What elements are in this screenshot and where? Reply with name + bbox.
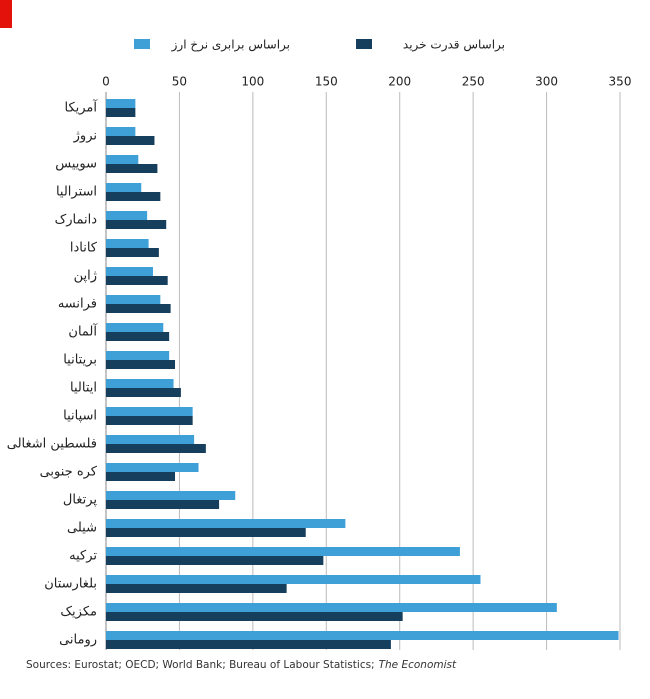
x-tick-label: 200 — [388, 75, 411, 89]
bar — [106, 99, 136, 108]
y-tick-label: فلسطین اشغالی — [7, 437, 97, 452]
y-tick-label: ترکیه — [69, 549, 97, 564]
bar — [106, 192, 161, 201]
bar — [106, 295, 161, 304]
bar — [106, 360, 176, 369]
x-tick-label: 0 — [102, 75, 110, 89]
bar — [106, 528, 306, 537]
y-tick-label: فرانسه — [58, 297, 97, 312]
bar — [106, 164, 158, 173]
legend-label: براساس قدرت خرید — [403, 38, 505, 53]
bar — [106, 407, 193, 416]
bar — [106, 416, 193, 425]
bar — [106, 491, 236, 500]
y-tick-label: رومانی — [59, 633, 97, 648]
bar — [106, 323, 164, 332]
bar — [106, 631, 619, 640]
y-tick-label: ایتالیا — [70, 381, 97, 396]
y-tick-label: مکزیک — [60, 605, 97, 620]
bar — [106, 463, 199, 472]
bar — [106, 248, 159, 257]
bar — [106, 108, 136, 117]
source-text: Sources: Eurostat; OECD; World Bank; Bur… — [26, 659, 375, 671]
bar — [106, 183, 142, 192]
bar — [106, 575, 481, 584]
y-tick-label: سوییس — [55, 157, 97, 172]
bar — [106, 500, 220, 509]
y-tick-label: نروژ — [73, 129, 97, 144]
bar — [106, 612, 403, 621]
bar — [106, 640, 391, 649]
legend-swatch — [356, 39, 372, 49]
bar — [106, 155, 139, 164]
bar — [106, 304, 171, 313]
x-tick-label: 150 — [315, 75, 338, 89]
bar — [106, 547, 460, 556]
bar — [106, 603, 557, 612]
y-tick-label: استرالیا — [56, 185, 97, 200]
y-tick-label: اسپانیا — [63, 409, 97, 424]
bar — [106, 444, 206, 453]
bar — [106, 472, 176, 481]
bar — [106, 239, 149, 248]
bar — [106, 276, 168, 285]
legend-label: براساس برابری نرخ ارز — [171, 38, 290, 53]
bar — [106, 220, 167, 229]
bar — [106, 379, 174, 388]
bar — [106, 136, 155, 145]
y-tick-label: ژاپن — [74, 269, 97, 284]
x-tick-label: 300 — [535, 75, 558, 89]
source: Sources: Eurostat; OECD; World Bank; Bur… — [26, 659, 457, 671]
y-tick-label: آمریکا — [64, 99, 98, 116]
source-italic: The Economist — [379, 659, 457, 671]
bar — [106, 519, 346, 528]
x-tick-label: 250 — [462, 75, 485, 89]
brand-mark — [0, 0, 12, 28]
y-tick-label: آلمان — [68, 323, 98, 340]
y-tick-label: کره جنوبی — [40, 465, 98, 480]
y-tick-label: شیلی — [67, 521, 97, 536]
legend-swatch — [134, 39, 150, 49]
y-tick-label: بریتانیا — [63, 353, 97, 368]
bar — [106, 584, 287, 593]
x-tick-label: 350 — [609, 75, 632, 89]
bar — [106, 388, 181, 397]
y-tick-label: پرتغال — [63, 493, 97, 508]
y-tick-label: دانمارک — [55, 213, 98, 228]
bar — [106, 332, 170, 341]
x-tick-label: 100 — [241, 75, 264, 89]
bar — [106, 211, 148, 220]
bar — [106, 351, 170, 360]
bar — [106, 556, 324, 565]
x-tick-label: 50 — [172, 75, 187, 89]
bar — [106, 435, 195, 444]
y-tick-label: بلغارستان — [44, 577, 97, 592]
y-tick-label: کانادا — [70, 241, 98, 256]
bar — [106, 267, 153, 276]
bar — [106, 127, 136, 136]
